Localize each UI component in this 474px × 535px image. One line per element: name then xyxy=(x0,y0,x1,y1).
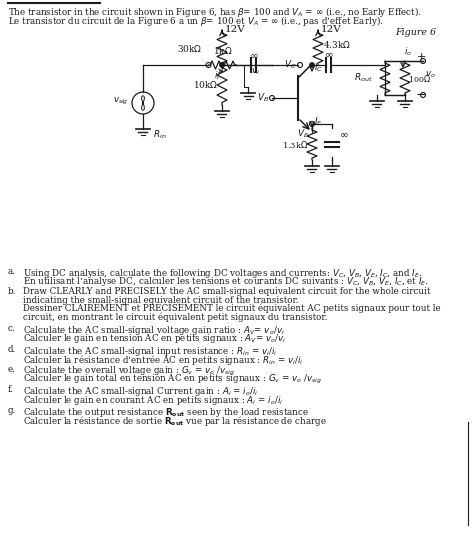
Text: Figure 6: Figure 6 xyxy=(395,28,436,37)
Text: $R_{out}$: $R_{out}$ xyxy=(354,72,373,84)
Text: $V_B$: $V_B$ xyxy=(257,91,269,104)
Text: Calculate the overall voltage gain : $G_v$ = $v_o$ /$v_{sig}$: Calculate the overall voltage gain : $G_… xyxy=(23,365,235,378)
Text: c.: c. xyxy=(8,324,16,333)
Text: 1.3k$\Omega$: 1.3k$\Omega$ xyxy=(282,139,308,149)
Text: $v_o$: $v_o$ xyxy=(425,70,436,80)
Text: indicating the small-signal equivalent circuit of the transistor.: indicating the small-signal equivalent c… xyxy=(23,296,299,304)
Text: Le transistor du circuit de la Figure 6 a un $\beta$= 100 et $V_A$ = $\infty$ (i: Le transistor du circuit de la Figure 6 … xyxy=(8,14,383,28)
Text: e.: e. xyxy=(8,365,16,374)
Text: Calculer la résistance d’entrée AC en petits signaux : $R_{in}$ = $v_i$/$i_i$: Calculer la résistance d’entrée AC en pe… xyxy=(23,353,303,367)
Text: $R_{in}$: $R_{in}$ xyxy=(153,129,167,141)
Text: $i_o$: $i_o$ xyxy=(404,45,412,58)
Text: $V_C$: $V_C$ xyxy=(284,59,296,71)
Text: En utilisant l’analyse DC, calculer les tensions et courants DC suivants : $V_C$: En utilisant l’analyse DC, calculer les … xyxy=(23,275,429,288)
Circle shape xyxy=(220,63,224,67)
Text: Calculer le gain en courant AC en petits signaux : $A_i$ = $i_o$/$i_i$: Calculer le gain en courant AC en petits… xyxy=(23,394,283,407)
Text: $\infty$: $\infty$ xyxy=(324,49,334,59)
Text: b.: b. xyxy=(8,287,17,296)
Circle shape xyxy=(310,63,314,67)
Text: Calculer la résistance de sortie $\mathbf{R_{out}}$ vue par la résistance de cha: Calculer la résistance de sortie $\mathb… xyxy=(23,414,327,428)
Text: Calculate the output resistance $\mathbf{R_{out}}$ seen by the load resistance: Calculate the output resistance $\mathbf… xyxy=(23,406,309,419)
Text: $I_C$: $I_C$ xyxy=(314,62,323,74)
Text: g.: g. xyxy=(8,406,16,415)
Text: Draw CLEARLY and PRECISELY the AC small-signal equivalent circuit for the whole : Draw CLEARLY and PRECISELY the AC small-… xyxy=(23,287,430,296)
Text: 4.3k$\Omega$: 4.3k$\Omega$ xyxy=(323,40,351,50)
Text: d.: d. xyxy=(8,345,16,354)
Text: $I_E$: $I_E$ xyxy=(314,116,323,128)
Text: Calculer le gain total en tension AC en petits signaux : $G_v$ = $v_o$ /$v_{sig}: Calculer le gain total en tension AC en … xyxy=(23,373,322,386)
Text: The transistor in the circuit shown in Figure 6, has $\beta$= 100 and $V_A$ = $\: The transistor in the circuit shown in F… xyxy=(8,5,421,19)
Text: +: + xyxy=(416,52,426,62)
Text: 12V: 12V xyxy=(321,25,342,34)
Text: $\infty$: $\infty$ xyxy=(339,129,349,139)
Text: Dessiner CLAIREMENT et PRECISEMENT le circuit équivalent AC petits signaux pour : Dessiner CLAIREMENT et PRECISEMENT le ci… xyxy=(23,304,441,314)
Text: Calculer le gain en tension AC en petits signaux : $A_V$= $v_o$/$v_i$: Calculer le gain en tension AC en petits… xyxy=(23,332,286,346)
Text: 10k$\Omega$: 10k$\Omega$ xyxy=(192,80,218,90)
Text: $\infty$: $\infty$ xyxy=(249,50,259,60)
Text: 1k$\Omega$: 1k$\Omega$ xyxy=(213,45,232,56)
Text: f.: f. xyxy=(8,385,14,394)
Text: $v_{sig}$: $v_{sig}$ xyxy=(113,95,129,106)
Text: Calculate the AC small-signal input resistance : $R_{in}$ = $v_i$/$i_i$: Calculate the AC small-signal input resi… xyxy=(23,345,278,357)
Text: $i_i$: $i_i$ xyxy=(214,69,220,81)
Text: Calculate the AC small-signal Current gain : $A_i$ = $i_o$/$i_i$: Calculate the AC small-signal Current ga… xyxy=(23,385,258,399)
Text: $V_E$: $V_E$ xyxy=(297,128,309,141)
Text: 100$\Omega$: 100$\Omega$ xyxy=(408,73,431,83)
Text: Calculate the AC small-signal voltage gain ratio : $A_V$= $v_o$/$v_i$: Calculate the AC small-signal voltage ga… xyxy=(23,324,285,337)
Text: circuit, en montrant le circuit équivalent petit signaux du transistor.: circuit, en montrant le circuit équivale… xyxy=(23,312,328,322)
Text: Using DC analysis, calculate the following DC voltages and currents: $V_C$, $V_B: Using DC analysis, calculate the followi… xyxy=(23,267,422,280)
Text: $v_i$: $v_i$ xyxy=(252,67,261,77)
Text: 30k$\Omega$: 30k$\Omega$ xyxy=(177,42,203,54)
Text: a.: a. xyxy=(8,267,16,276)
Text: −: − xyxy=(416,88,426,102)
Text: 12V: 12V xyxy=(225,25,246,34)
